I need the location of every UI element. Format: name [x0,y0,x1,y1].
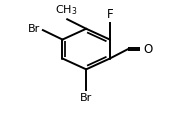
Text: F: F [107,8,113,21]
Text: Br: Br [28,24,40,34]
Text: O: O [143,43,152,56]
Text: CH$_3$: CH$_3$ [55,3,77,17]
Text: Br: Br [80,93,92,103]
